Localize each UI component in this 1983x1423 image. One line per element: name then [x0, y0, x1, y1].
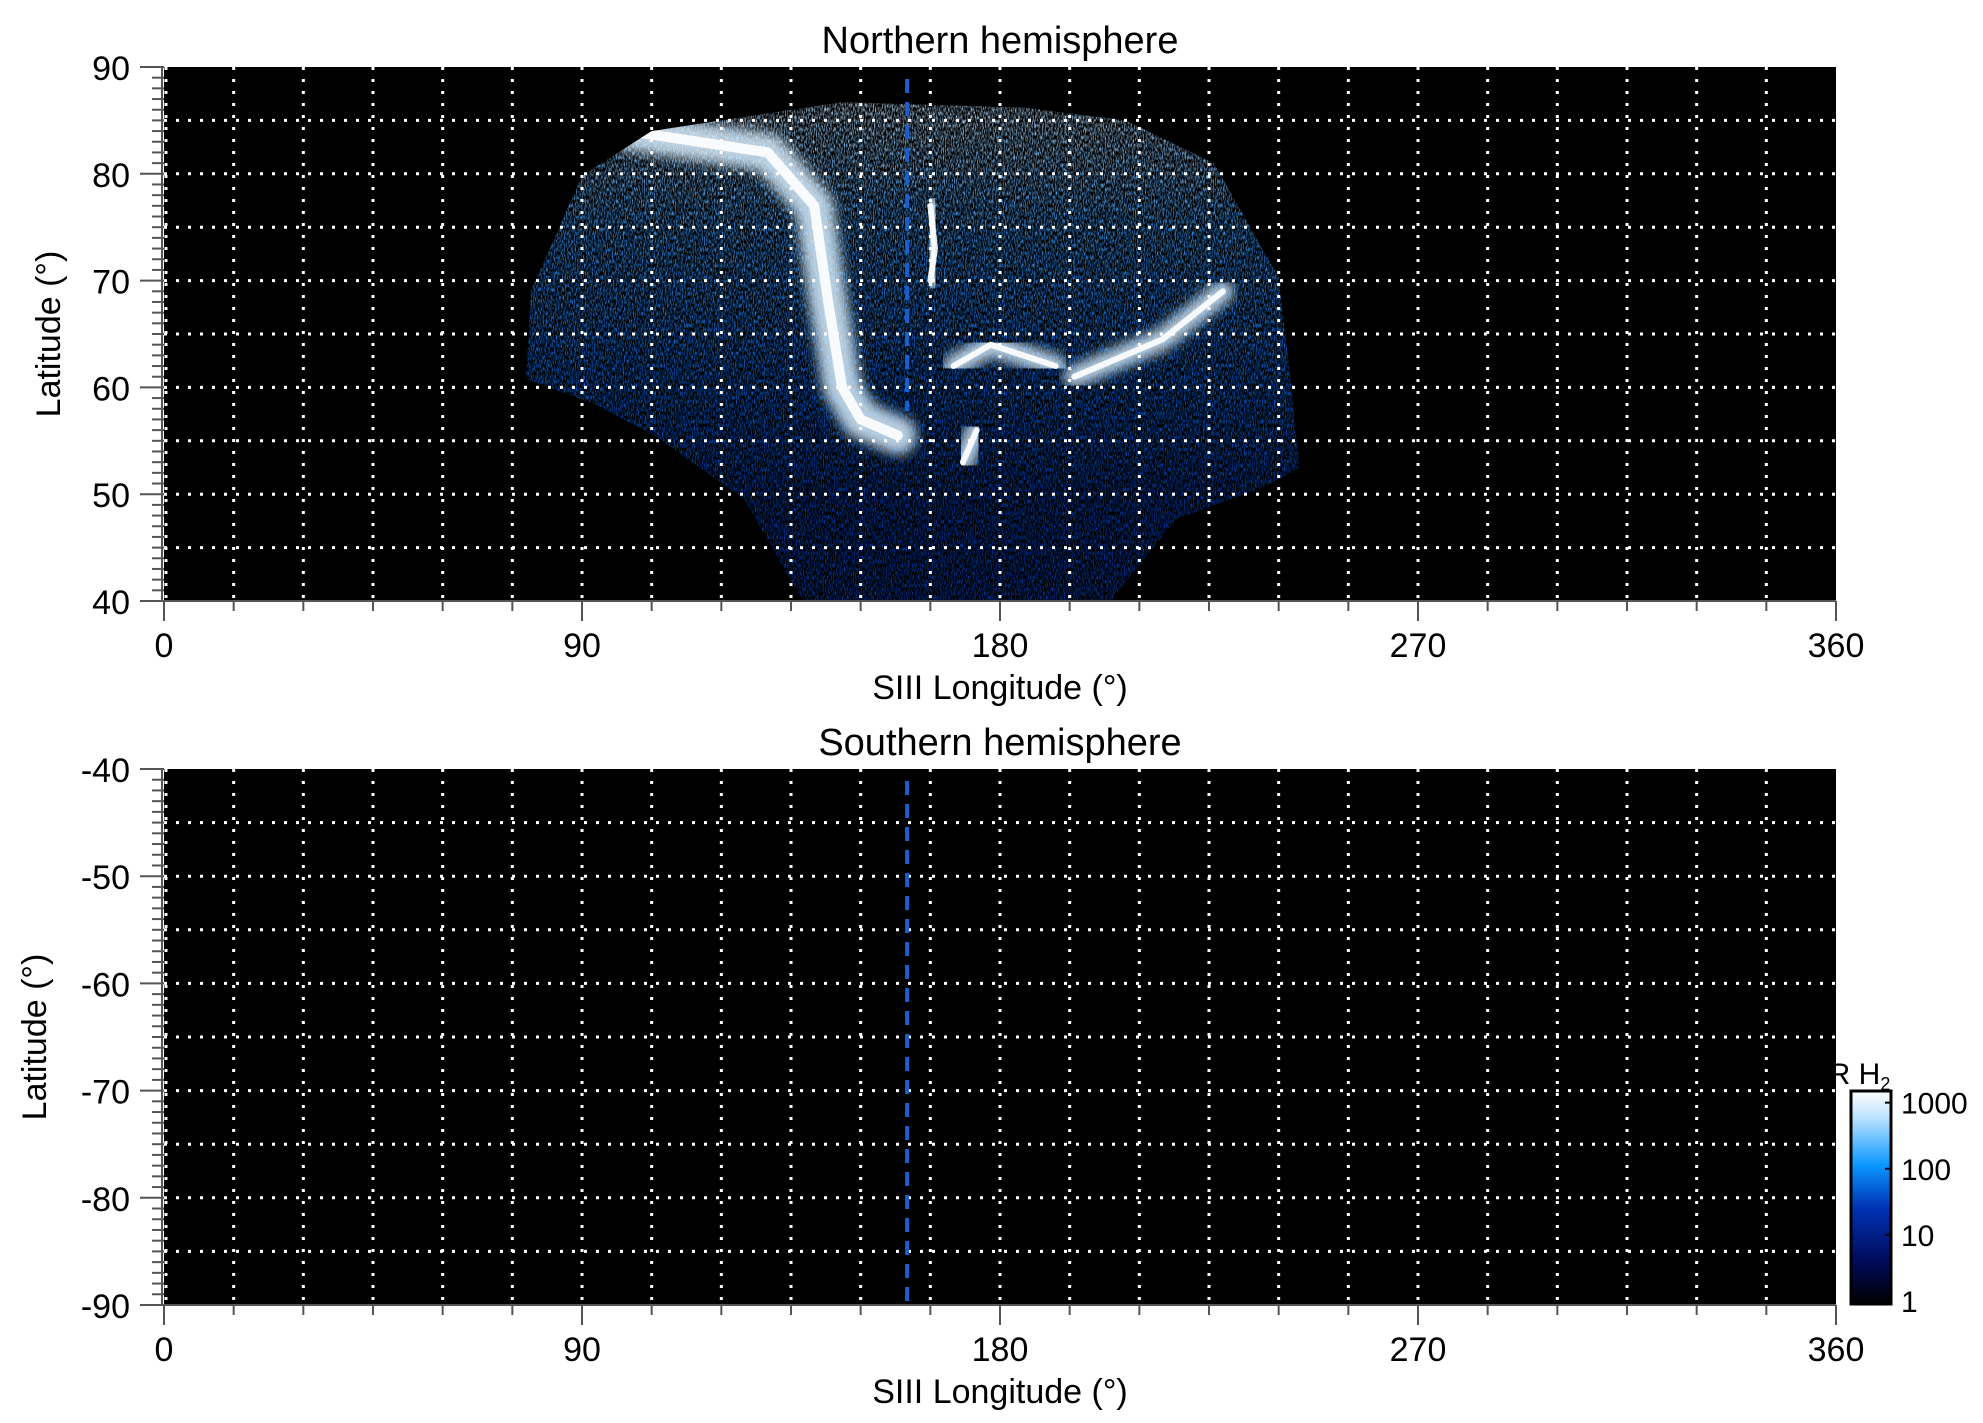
x-tick-label: 0 — [155, 627, 174, 665]
y-tick-label: 70 — [92, 264, 130, 302]
x-axis-label: SIII Longitude (°) — [872, 1373, 1128, 1411]
x-tick-label: 360 — [1808, 627, 1865, 665]
colorbar: kR H2 1 10 100 1000 — [1814, 1058, 1968, 1319]
colorbar-label: kR H2 — [1814, 1058, 1891, 1094]
y-axis-label: Latitude (°) — [16, 954, 54, 1121]
y-tick-label: -80 — [81, 1181, 130, 1219]
y-axis-label: Latitude (°) — [30, 251, 68, 418]
y-tick-label: 90 — [92, 50, 130, 88]
colorbar-tick-label: 10 — [1901, 1220, 1934, 1253]
y-tick-label: -90 — [81, 1288, 130, 1326]
plot-area — [164, 769, 1836, 1305]
colorbar-gradient — [1849, 1089, 1893, 1306]
x-tick-label: 270 — [1390, 627, 1447, 665]
x-tick-label: 180 — [972, 1331, 1029, 1369]
auroral-emission-region — [526, 102, 1300, 601]
y-tick-label: -40 — [81, 752, 130, 790]
colorbar-tick-label: 100 — [1901, 1154, 1951, 1187]
x-axis-label: SIII Longitude (°) — [872, 669, 1128, 707]
bright-arc-core — [959, 427, 980, 466]
bright-arc-core — [927, 202, 938, 284]
panel-northern: 0 90 180 270 360 40 50 60 70 80 90 Northern hemisph… — [30, 20, 1864, 707]
panel-southern: 0 90 180 270 360 -90 -80 -70 -60 -50 -40 Southern h… — [16, 722, 1864, 1411]
colorbar-tick-label: 1 — [1901, 1286, 1918, 1319]
x-tick-label: 180 — [972, 627, 1029, 665]
bright-arc-core — [1071, 288, 1226, 380]
x-tick-label: 90 — [563, 1331, 601, 1369]
y-tick-label: 50 — [92, 477, 130, 515]
bright-arc-core — [950, 341, 1059, 370]
x-tick-label: 90 — [563, 627, 601, 665]
y-tick-label: -60 — [81, 966, 130, 1004]
bright-arc-core — [623, 126, 903, 441]
plot-title: Northern hemisphere — [822, 20, 1179, 62]
colorbar-tick-label: 1000 — [1901, 1088, 1968, 1121]
y-tick-label: -50 — [81, 859, 130, 897]
y-tick-label: 80 — [92, 157, 130, 195]
x-tick-label: 0 — [155, 1331, 174, 1369]
y-tick-label: 40 — [92, 584, 130, 622]
bright-arcs — [609, 112, 1234, 474]
y-tick-label: -70 — [81, 1074, 130, 1112]
plot-title: Southern hemisphere — [818, 722, 1181, 764]
x-tick-label: 360 — [1808, 1331, 1865, 1369]
y-tick-label: 60 — [92, 370, 130, 408]
x-tick-label: 270 — [1390, 1331, 1447, 1369]
